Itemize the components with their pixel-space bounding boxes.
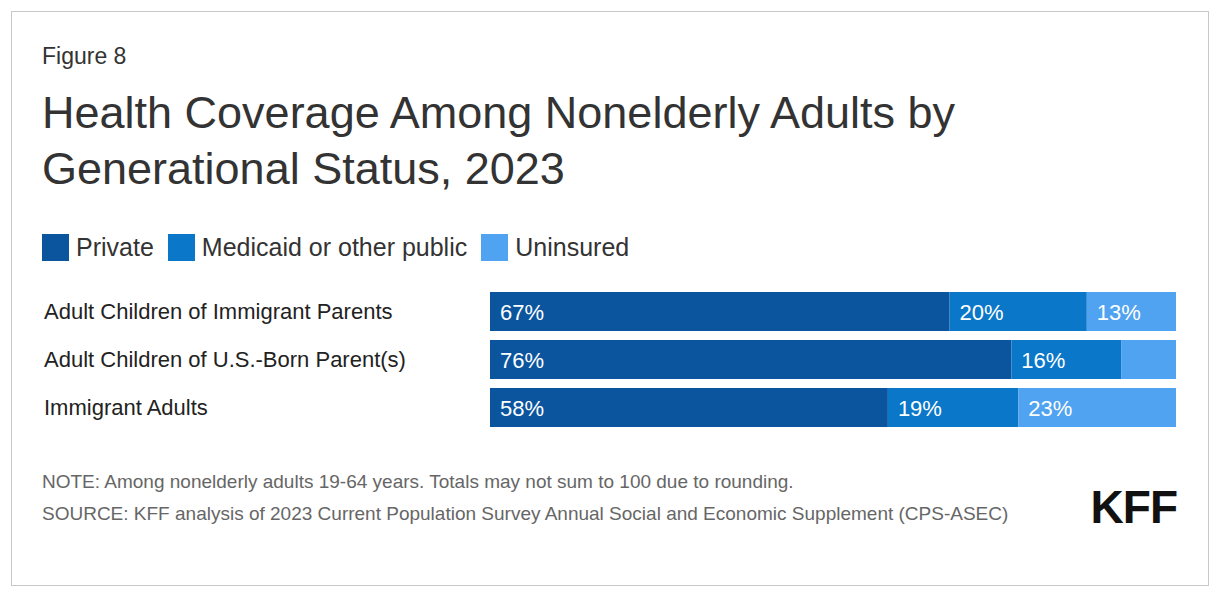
svg-text:23%: 23% [1028, 396, 1072, 421]
svg-text:Immigrant Adults: Immigrant Adults [44, 395, 208, 420]
svg-text:16%: 16% [1021, 348, 1065, 373]
svg-text:76%: 76% [500, 348, 544, 373]
html-text:KFF: KFF [1090, 481, 1177, 533]
html-text:Health Coverage Among Nonelder: Health Coverage Among Nonelderly Adults … [42, 87, 955, 194]
html-text:Uninsured: Uninsured [515, 233, 630, 261]
svg-text:58%: 58% [500, 396, 544, 421]
svg-text:20%: 20% [960, 300, 1004, 325]
html-text:SOURCE: KFF analysis of 2023 C: SOURCE: KFF analysis of 2023 Current Pop… [42, 503, 1009, 524]
html-text:NOTE: Among nonelderly adults: NOTE: Among nonelderly adults 19-64 year… [42, 471, 794, 492]
html-text:Private: Private [76, 233, 154, 261]
svg-text:67%: 67% [500, 300, 544, 325]
html-text:Figure 8: Figure 8 [42, 43, 127, 69]
html-text:Medicaid or other public: Medicaid or other public [201, 233, 468, 261]
svg-text:Adult Children of Immigrant Pa: Adult Children of Immigrant Parents [44, 299, 393, 324]
svg-text:13%: 13% [1097, 300, 1141, 325]
svg-text:19%: 19% [898, 396, 942, 421]
svg-text:Adult Children of U.S.-Born Pa: Adult Children of U.S.-Born Parent(s) [44, 347, 406, 372]
